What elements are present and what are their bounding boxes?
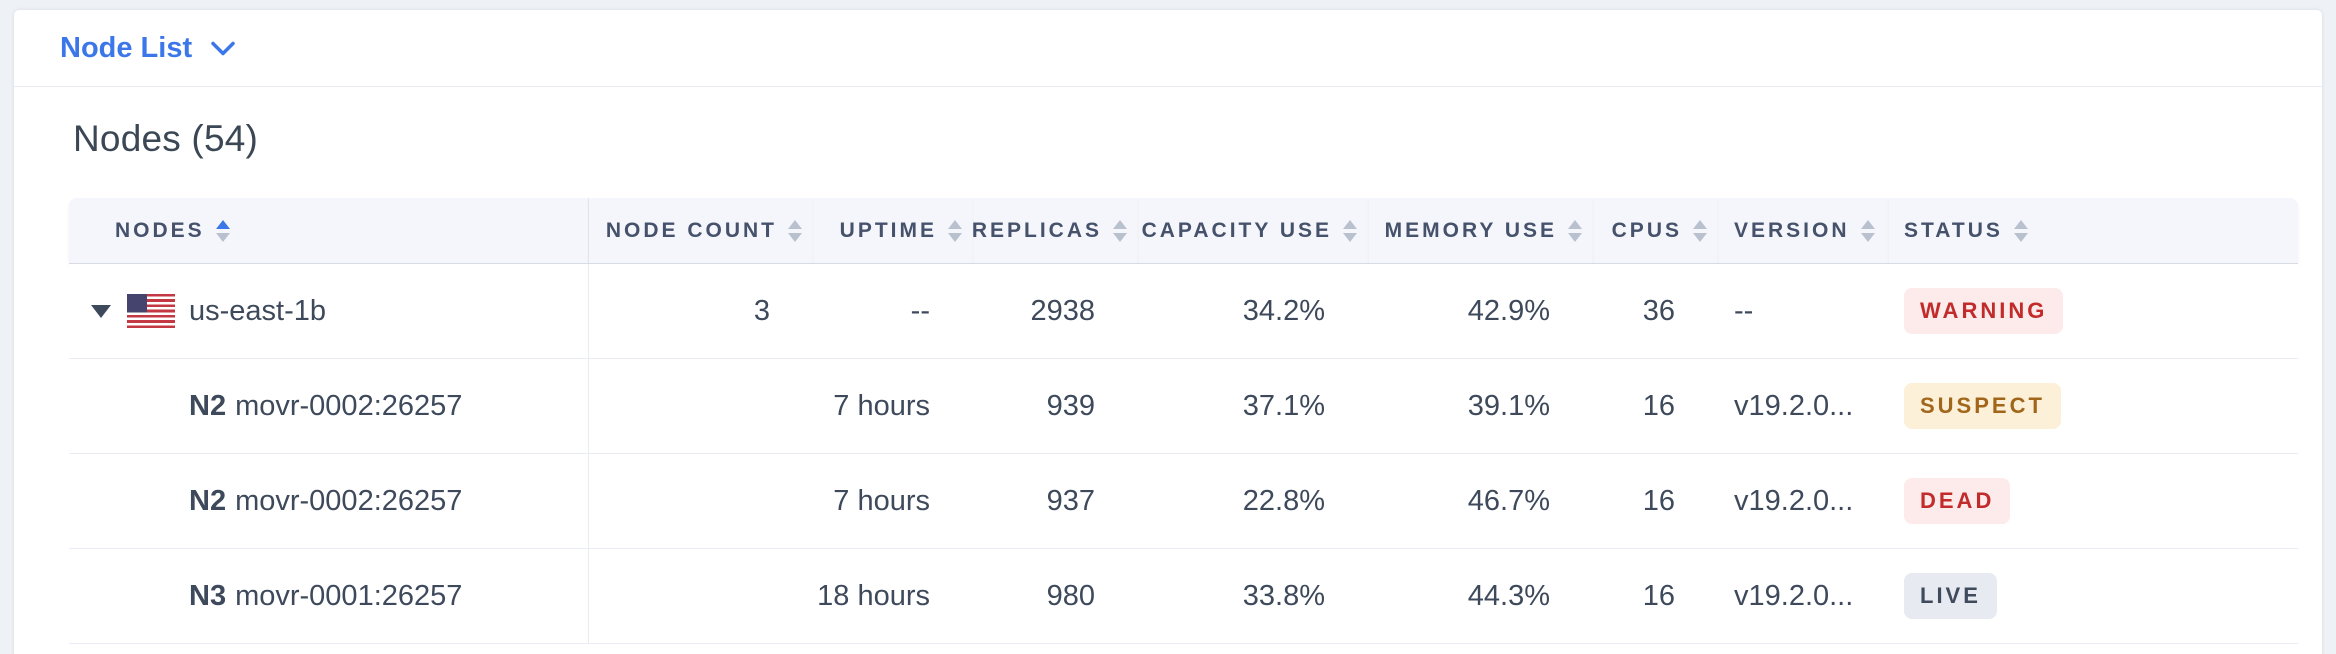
- cell-capacity-use: 33.8%: [1139, 549, 1369, 644]
- cell-replicas: 939: [974, 359, 1139, 454]
- status-badge: LIVE: [1904, 573, 1997, 619]
- cell-uptime: 7 hours: [814, 454, 974, 549]
- cell-uptime: 7 hours: [814, 359, 974, 454]
- cell-version: v19.2.0...: [1719, 549, 1889, 644]
- cell-node-count: 3: [589, 264, 814, 359]
- table-row-node[interactable]: N2 movr-0002:26257 7 hours 939 37.1% 39.1…: [69, 359, 2298, 454]
- table-row-node[interactable]: N2 movr-0002:26257 7 hours 937 22.8% 46.7…: [69, 454, 2298, 549]
- nodes-table-wrap: NODES NODE COUNT UPTIME REPLICAS: [14, 198, 2322, 644]
- cell-capacity-use: 37.1%: [1139, 359, 1369, 454]
- cell-memory-use: 39.1%: [1369, 359, 1594, 454]
- table-row-region[interactable]: us-east-1b 3 -- 2938 34.2% 42.9% 36 -- W…: [69, 264, 2298, 359]
- column-header-replicas[interactable]: REPLICAS: [972, 198, 1139, 264]
- cell-cpus: 16: [1594, 359, 1719, 454]
- us-flag-icon: [127, 294, 175, 328]
- cell-status: LIVE: [1889, 549, 2298, 644]
- status-badge: DEAD: [1904, 478, 2011, 524]
- column-header-version[interactable]: VERSION: [1719, 198, 1889, 264]
- topbar: Node List: [14, 10, 2322, 87]
- cell-uptime: 18 hours: [814, 549, 974, 644]
- sort-icon: [788, 219, 802, 242]
- node-name[interactable]: N2 movr-0002:26257: [189, 484, 463, 517]
- view-selector-dropdown[interactable]: Node List: [60, 32, 236, 65]
- column-header-capacity-use[interactable]: CAPACITY USE: [1139, 198, 1369, 264]
- sort-icon: [1113, 219, 1127, 242]
- region-name: us-east-1b: [189, 294, 327, 327]
- cell-uptime: --: [814, 264, 974, 359]
- status-badge: SUSPECT: [1904, 383, 2061, 429]
- cell-nodes: N2 movr-0002:26257: [69, 454, 589, 549]
- cell-version: v19.2.0...: [1719, 359, 1889, 454]
- cell-cpus: 16: [1594, 454, 1719, 549]
- table-header-row: NODES NODE COUNT UPTIME REPLICAS: [69, 198, 2298, 264]
- nodes-table: NODES NODE COUNT UPTIME REPLICAS: [69, 198, 2298, 644]
- column-header-node-count[interactable]: NODE COUNT: [589, 198, 814, 264]
- cell-nodes: us-east-1b: [69, 264, 589, 359]
- cell-memory-use: 44.3%: [1369, 549, 1594, 644]
- chevron-down-icon: [210, 40, 236, 57]
- cell-replicas: 937: [974, 454, 1139, 549]
- sort-icon: [1343, 219, 1357, 242]
- cell-status: DEAD: [1889, 454, 2298, 549]
- cell-memory-use: 46.7%: [1369, 454, 1594, 549]
- cell-memory-use: 42.9%: [1369, 264, 1594, 359]
- sort-icon: [1860, 219, 1875, 242]
- cell-capacity-use: 34.2%: [1139, 264, 1369, 359]
- cell-cpus: 16: [1594, 549, 1719, 644]
- table-row-node[interactable]: N3 movr-0001:26257 18 hours 980 33.8% 44.…: [69, 549, 2298, 644]
- column-header-nodes[interactable]: NODES: [69, 198, 589, 264]
- cell-status: SUSPECT: [1889, 359, 2298, 454]
- cell-nodes: N2 movr-0002:26257: [69, 359, 589, 454]
- sort-icon: [1693, 219, 1707, 242]
- collapse-arrow-icon[interactable]: [89, 304, 113, 318]
- cell-node-count: [589, 549, 814, 644]
- cell-nodes: N3 movr-0001:26257: [69, 549, 589, 644]
- cell-cpus: 36: [1594, 264, 1719, 359]
- column-header-cpus[interactable]: CPUS: [1594, 198, 1719, 264]
- sort-icon: [948, 219, 962, 242]
- title-block: Nodes (54): [14, 87, 2322, 198]
- node-list-card: Node List Nodes (54) NODES: [14, 10, 2322, 654]
- node-name[interactable]: N3 movr-0001:26257: [189, 579, 463, 612]
- node-name[interactable]: N2 movr-0002:26257: [189, 389, 463, 422]
- cell-replicas: 980: [974, 549, 1139, 644]
- column-header-memory-use[interactable]: MEMORY USE: [1369, 198, 1594, 264]
- column-header-uptime[interactable]: UPTIME: [814, 198, 974, 264]
- cell-node-count: [589, 454, 814, 549]
- cell-version: --: [1719, 264, 1889, 359]
- sort-icon: [215, 219, 230, 242]
- sort-icon: [1568, 219, 1582, 242]
- status-badge: WARNING: [1904, 288, 2064, 334]
- cell-version: v19.2.0...: [1719, 454, 1889, 549]
- column-header-status[interactable]: STATUS: [1889, 198, 2298, 264]
- cell-status: WARNING: [1889, 264, 2298, 359]
- page-title: Nodes (54): [73, 118, 259, 159]
- cell-capacity-use: 22.8%: [1139, 454, 1369, 549]
- view-selector-label: Node List: [60, 31, 193, 64]
- sort-icon: [2013, 219, 2028, 242]
- cell-replicas: 2938: [974, 264, 1139, 359]
- cell-node-count: [589, 359, 814, 454]
